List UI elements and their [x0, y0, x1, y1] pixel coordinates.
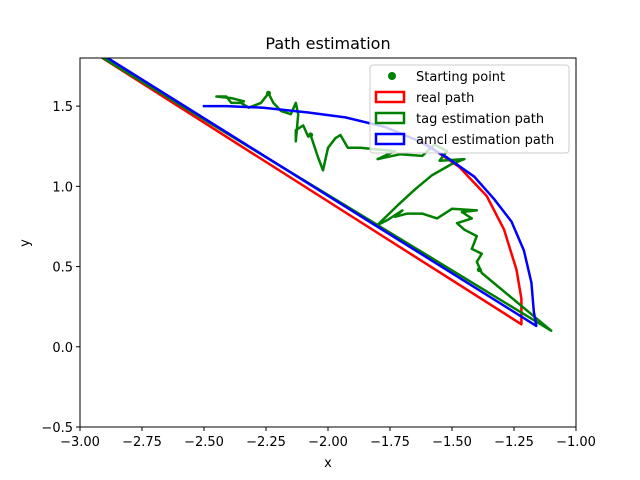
- y-axis: −0.5 0.0 0.5 1.0 1.5: [41, 100, 80, 436]
- starting-point-marker-3: [476, 267, 482, 273]
- y-tick-label: 0.5: [52, 261, 73, 276]
- legend-label: tag estimation path: [416, 112, 544, 127]
- x-tick-label: −2.50: [184, 435, 224, 450]
- series-line-tag-estimation-path: [100, 58, 553, 332]
- y-axis-label: y: [18, 239, 33, 247]
- series-line-real-path: [100, 58, 523, 326]
- x-tick-label: −1.50: [432, 435, 472, 450]
- x-tick-label: −2.00: [308, 435, 348, 450]
- legend-box: [369, 64, 570, 154]
- legend-marker: [388, 72, 396, 80]
- y-tick-label: −0.5: [41, 421, 73, 436]
- x-tick-label: −1.25: [494, 435, 534, 450]
- legend-label: real path: [416, 91, 474, 106]
- x-tick-label: −1.00: [556, 435, 596, 450]
- plot-area: [100, 58, 553, 332]
- y-tick-label: 0.0: [52, 341, 73, 356]
- legend-swatch: [374, 132, 406, 146]
- legend-swatch: [374, 111, 406, 125]
- x-tick-label: −1.75: [370, 435, 410, 450]
- y-tick-label: 1.5: [52, 100, 73, 115]
- x-axis-label: x: [324, 456, 332, 471]
- x-tick-label: −3.00: [60, 435, 100, 450]
- legend-label: Starting point: [416, 70, 505, 85]
- y-tick-label: 1.0: [52, 180, 73, 195]
- legend-label: amcl estimation path: [416, 133, 554, 148]
- legend-swatch: [374, 90, 406, 104]
- x-tick-label: −2.25: [246, 435, 286, 450]
- legend: Starting point real path tag estimation pa…: [369, 64, 570, 154]
- series-line-amcl-estimation-path: [105, 58, 538, 328]
- starting-point-marker-1: [265, 90, 271, 96]
- x-axis: −3.00 −2.75 −2.50 −2.25 −2.00 −1.75 −1.50 −1.25…: [60, 427, 596, 450]
- x-tick-label: −2.75: [122, 435, 162, 450]
- chart-title: Path estimation: [265, 34, 390, 53]
- starting-point-marker-2: [308, 132, 314, 138]
